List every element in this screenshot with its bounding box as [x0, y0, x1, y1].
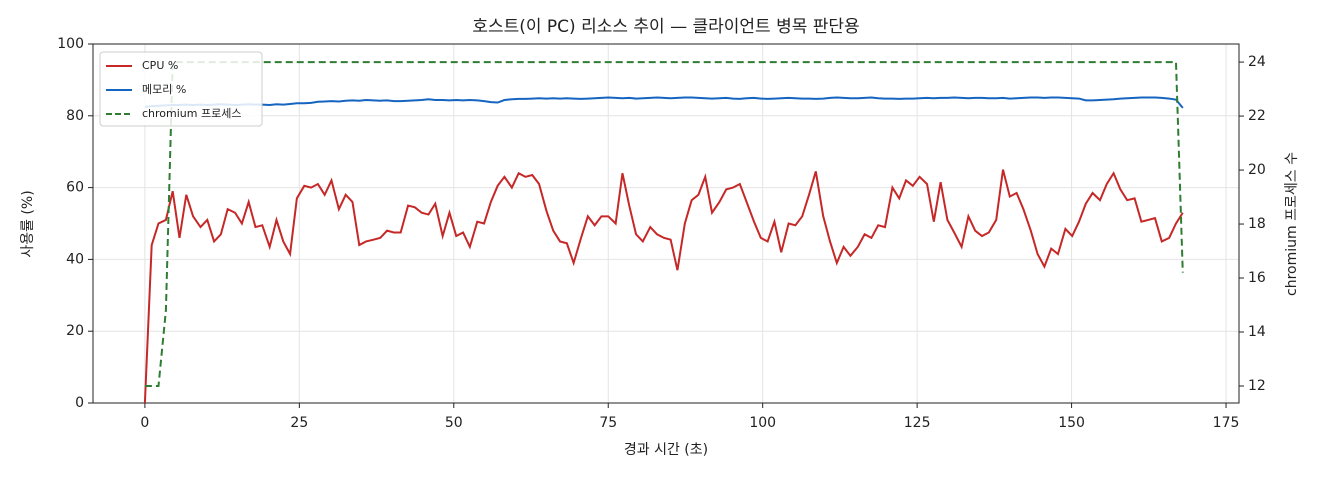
chart-title: 호스트(이 PC) 리소스 추이 — 클라이언트 병목 판단용 — [472, 17, 859, 37]
y2-tick-label: 14 — [1248, 324, 1266, 340]
series-line — [144, 96, 1184, 109]
y-tick-label: 20 — [66, 323, 84, 339]
y2-tick-label: 18 — [1248, 216, 1266, 232]
y-axis-label: 사용률 (%) — [20, 190, 36, 257]
legend-label: 메모리 % — [142, 83, 186, 96]
y-tick-label: 40 — [66, 251, 84, 267]
y2-axis-label: chromium 프로세스 수 — [1284, 152, 1300, 296]
y-tick-label: 60 — [66, 180, 84, 196]
x-tick-label: 150 — [1058, 415, 1085, 431]
y2-tick-label: 22 — [1248, 108, 1266, 124]
x-tick-label: 25 — [290, 415, 308, 431]
y2-tick-label: 20 — [1248, 162, 1266, 178]
x-tick-label: 125 — [904, 415, 931, 431]
legend-label: CPU % — [142, 59, 178, 72]
x-axis-label: 경과 시간 (초) — [624, 442, 708, 458]
plot-frame — [92, 43, 1240, 404]
y-tick-label: 80 — [66, 108, 84, 124]
y-tick-label: 0 — [75, 395, 84, 411]
y2-tick-label: 24 — [1248, 54, 1266, 70]
series-line — [143, 169, 1184, 404]
x-tick-label: 175 — [1213, 415, 1240, 431]
x-tick-label: 75 — [599, 415, 617, 431]
x-tick-label: 0 — [140, 415, 149, 431]
y2-tick-label: 16 — [1248, 270, 1266, 286]
legend-box — [99, 51, 263, 127]
legend-label: chromium 프로세스 — [142, 107, 241, 120]
y2-tick-label: 12 — [1248, 378, 1266, 394]
x-tick-label: 50 — [445, 415, 463, 431]
y-tick-label: 100 — [57, 36, 84, 52]
x-tick-label: 100 — [749, 415, 776, 431]
series-line — [144, 61, 1184, 387]
